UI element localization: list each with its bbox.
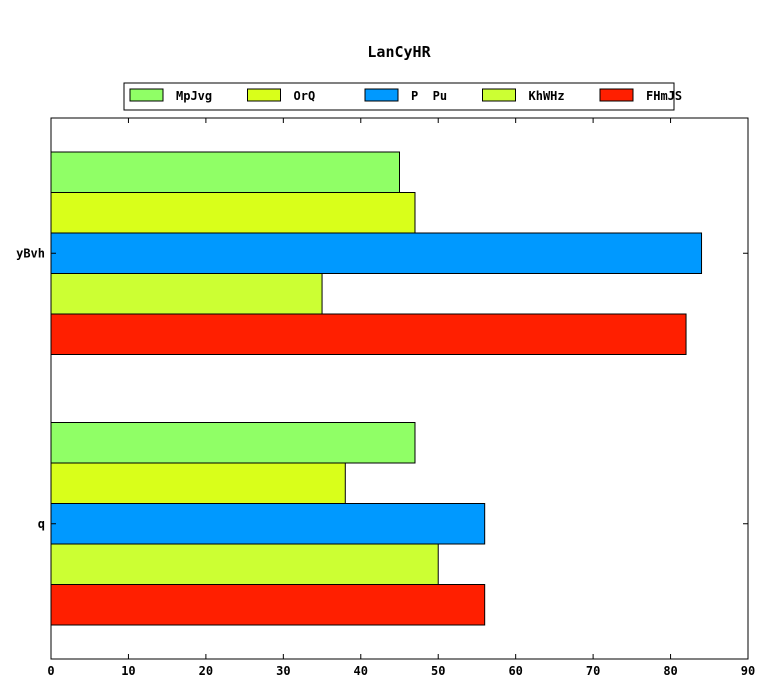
bar-orq-q xyxy=(50,462,346,504)
bar-mpjvg-q xyxy=(50,422,416,464)
x-tick-label: 20 xyxy=(199,664,213,678)
legend-label: MpJvg xyxy=(176,89,212,103)
bar-fhmjs-ybvh xyxy=(50,313,687,355)
chart-title: LanCyHR xyxy=(367,43,431,61)
legend: MpJvg OrQ P Pu KhWHz FHmJS xyxy=(123,82,682,111)
bar-p-pu-ybvh xyxy=(50,232,703,274)
legend-label: P Pu xyxy=(411,89,447,103)
y-axis: yBvh q xyxy=(16,246,748,531)
bar-orq-ybvh xyxy=(50,192,416,234)
x-tick-label: 30 xyxy=(276,664,290,678)
x-tick-label: 50 xyxy=(431,664,445,678)
x-axis: 0 10 20 30 40 50 60 70 80 90 xyxy=(47,118,755,678)
plot-frame xyxy=(50,117,749,660)
legend-swatch xyxy=(364,88,399,102)
bar-khwhz-ybvh xyxy=(50,273,323,315)
x-tick-label: 70 xyxy=(586,664,600,678)
bar-mpjvg-ybvh xyxy=(50,151,400,193)
bars-group xyxy=(50,151,703,626)
legend-swatch xyxy=(482,88,516,102)
legend-swatch xyxy=(247,88,281,102)
legend-swatch xyxy=(599,88,634,102)
bar-fhmjs-q xyxy=(50,584,486,626)
legend-label: FHmJS xyxy=(646,89,682,103)
x-tick-label: 90 xyxy=(741,664,755,678)
legend-box xyxy=(123,82,675,111)
x-tick-label: 0 xyxy=(47,664,54,678)
bar-khwhz-q xyxy=(50,543,439,585)
legend-swatch xyxy=(129,88,164,102)
x-tick-label: 40 xyxy=(354,664,368,678)
legend-label: OrQ xyxy=(294,89,316,103)
y-tick-label: yBvh xyxy=(16,246,45,260)
x-tick-label: 10 xyxy=(121,664,135,678)
bar-p-pu-q xyxy=(50,503,486,545)
x-tick-label: 80 xyxy=(663,664,677,678)
legend-label: KhWHz xyxy=(529,89,565,103)
y-tick-label: q xyxy=(38,517,45,531)
x-tick-label: 60 xyxy=(508,664,522,678)
